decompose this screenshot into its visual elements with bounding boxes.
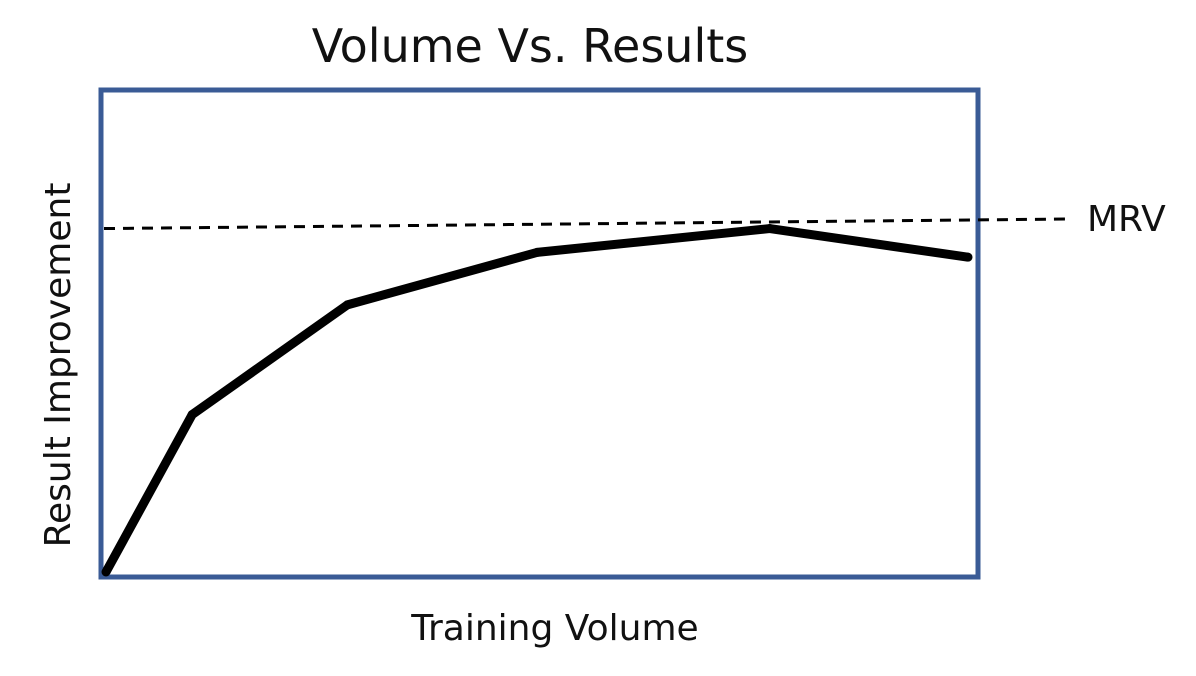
x-axis-label: Training Volume <box>410 608 698 649</box>
data-point <box>342 300 352 310</box>
series-line <box>102 224 969 575</box>
plot-frame <box>98 87 981 580</box>
data-point <box>963 252 973 262</box>
series-group <box>101 224 973 577</box>
data-point <box>765 224 775 234</box>
mrv-reference-line <box>103 217 1069 231</box>
data-point <box>101 567 111 577</box>
y-axis-label: Result Improvement <box>38 183 79 548</box>
mrv-label: MRV <box>1087 199 1166 240</box>
chart-title: Volume Vs. Results <box>312 19 748 73</box>
data-point <box>187 410 197 420</box>
data-point <box>532 247 542 257</box>
